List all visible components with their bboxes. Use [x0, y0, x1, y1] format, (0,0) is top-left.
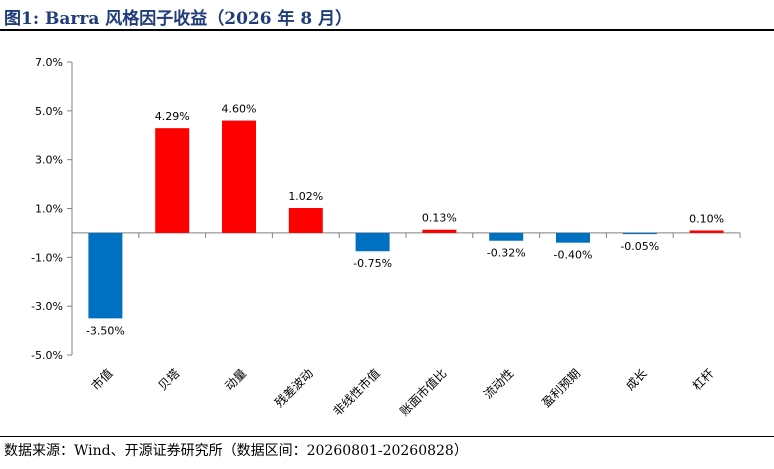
category-label: 市值: [88, 366, 116, 394]
category-label: 动量: [222, 366, 249, 393]
data-label: -0.40%: [554, 249, 593, 262]
bar: [689, 230, 724, 233]
y-tick-label: 7.0%: [35, 56, 63, 69]
y-tick-label: -5.0%: [31, 349, 63, 362]
category-label: 残差波动: [272, 366, 316, 410]
data-label: -3.50%: [86, 324, 125, 337]
y-tick-label: -3.0%: [31, 300, 63, 313]
y-tick-label: -1.0%: [31, 251, 63, 264]
bar: [355, 232, 390, 252]
chart-title: 图1: Barra 风格因子收益（2026 年 8 月）: [4, 9, 353, 29]
bar: [489, 232, 524, 241]
category-label: 杠杆: [689, 366, 717, 394]
y-tick-label: 1.0%: [35, 203, 63, 216]
bar: [556, 232, 590, 243]
y-tick-label: 5.0%: [35, 105, 63, 118]
data-label: 4.60%: [222, 103, 257, 116]
bar: [288, 208, 323, 233]
bar: [88, 232, 123, 319]
data-label: -0.32%: [487, 247, 526, 260]
data-label: 1.02%: [288, 190, 323, 203]
bar: [222, 120, 256, 233]
bar: [622, 232, 657, 235]
bar: [422, 229, 457, 233]
category-label: 成长: [623, 366, 650, 393]
bar-chart: -5.0% -3.0% -1.0% 1.0% 3.0% 5.0% 7.0% -3.50% 市值 4…: [31, 56, 741, 419]
data-label: 0.13%: [422, 212, 457, 225]
data-label: -0.05%: [620, 240, 659, 253]
title-bar: 图1: Barra 风格因子收益（2026 年 8 月）: [0, 0, 774, 31]
category-label: 贝塔: [155, 366, 182, 393]
data-label: -0.75%: [353, 257, 392, 270]
y-tick-label: 3.0%: [35, 154, 63, 167]
category-label: 流动性: [481, 366, 516, 401]
category-label: 盈利预期: [539, 366, 583, 410]
chart-area: -5.0% -3.0% -1.0% 1.0% 3.0% 5.0% 7.0% -3.50% 市值 4…: [0, 31, 774, 435]
footer-divider: [0, 436, 774, 437]
category-label: 非线性市值: [330, 366, 383, 419]
category-label: 账面市值比: [396, 366, 449, 419]
source-note: 数据来源：Wind、开源证券研究所（数据区间：20260801-20260828…: [4, 443, 468, 459]
bar: [155, 128, 190, 233]
data-label: 4.29%: [155, 110, 190, 123]
data-label: 0.10%: [689, 212, 724, 225]
